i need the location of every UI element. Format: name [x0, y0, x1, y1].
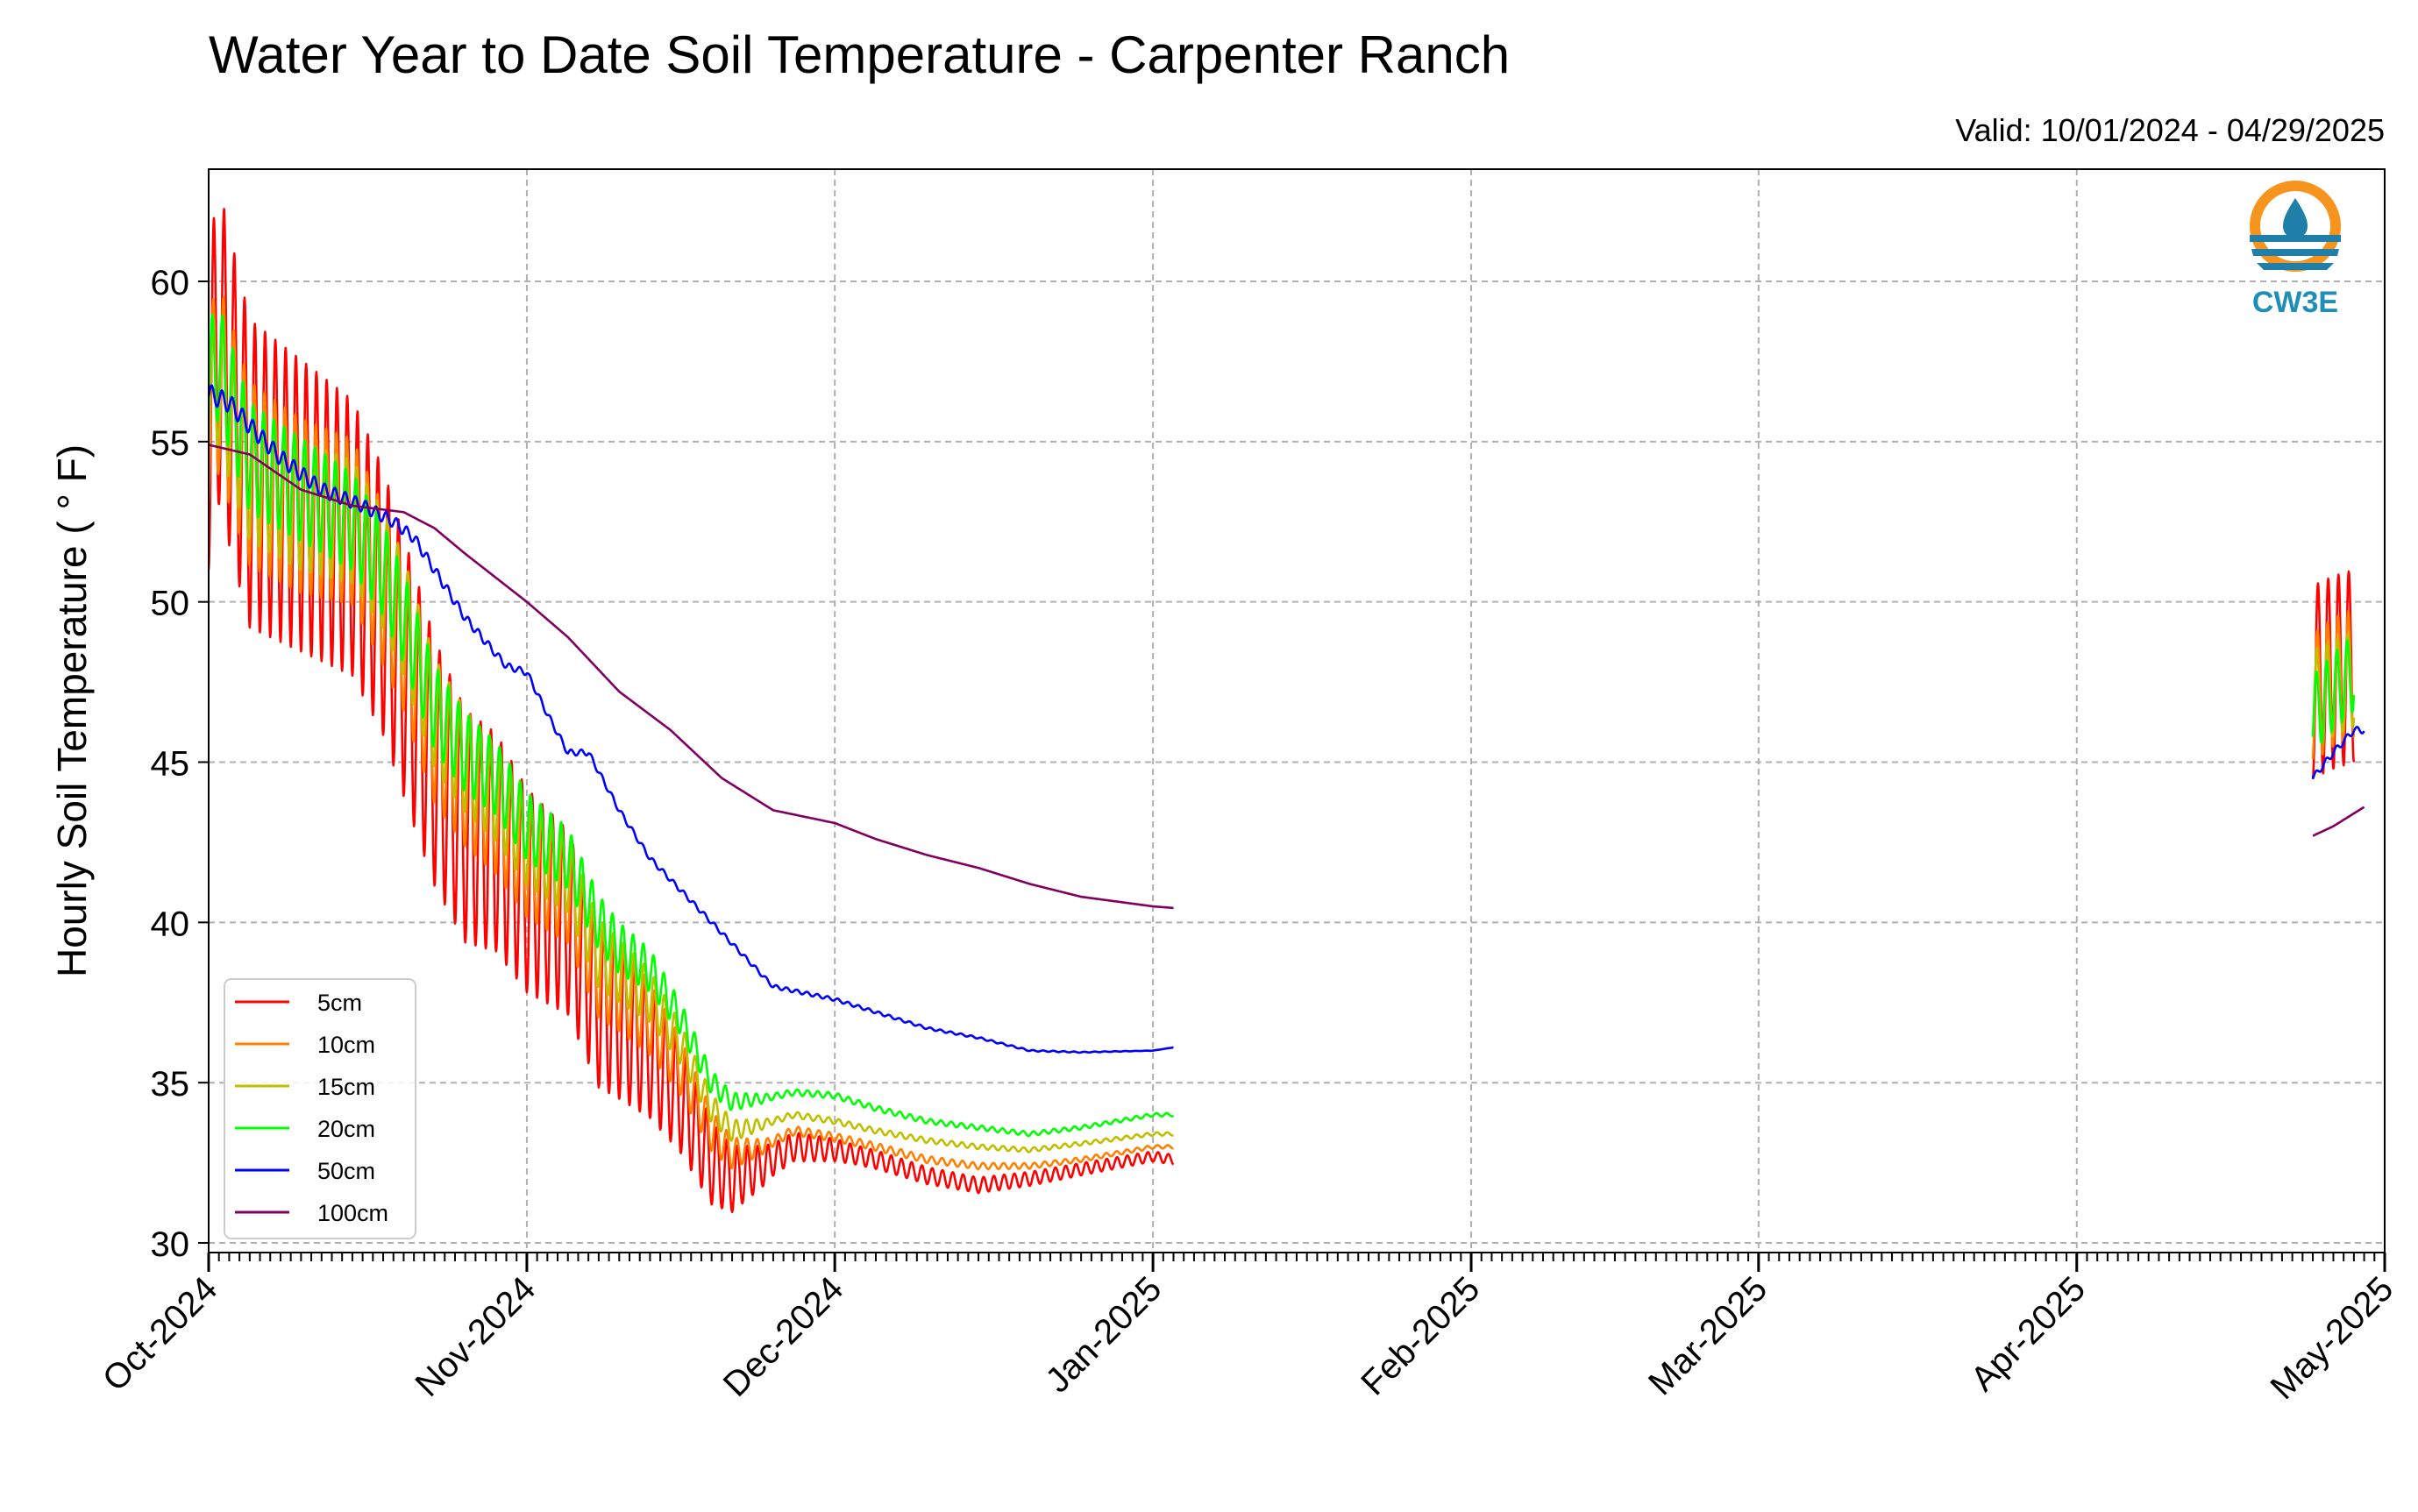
series-line-late-100cm [2312, 806, 2365, 837]
x-tick-label: Apr-2025 [1964, 1269, 2093, 1398]
x-tick-label: Jan-2025 [1038, 1269, 1169, 1400]
y-tick-label: 35 [151, 1065, 190, 1104]
y-tick-label: 50 [151, 585, 190, 623]
grid [208, 169, 2386, 1253]
y-tick-label: 45 [151, 745, 190, 784]
cw3e-logo: CW3E [2250, 181, 2341, 319]
water-drop-icon [2283, 198, 2308, 238]
chart-title: Water Year to Date Soil Temperature - Ca… [209, 25, 1510, 84]
series-lines [209, 208, 2365, 1213]
series-line-20cm [209, 313, 1175, 1138]
x-tick-label: May-2025 [2263, 1269, 2400, 1407]
plot-frame [208, 168, 2386, 1253]
series-line-late-20cm [2311, 639, 2356, 744]
x-tick-label: Mar-2025 [1641, 1269, 1774, 1402]
x-tick-label: Oct-2024 [96, 1269, 224, 1398]
y-axis-label: Hourly Soil Temperature ( ° F) [49, 444, 95, 977]
x-axis: Oct-2024 Nov-2024 Dec-2024 Jan-2025 Feb-2025… [96, 1253, 2400, 1407]
legend-label: 15cm [317, 1074, 375, 1100]
chart-subtitle: Valid: 10/01/2024 - 04/29/2025 [1955, 112, 2385, 148]
legend-label: 20cm [317, 1116, 375, 1142]
y-axis: 30 35 40 45 50 55 60 [151, 264, 209, 1264]
y-tick-label: 55 [151, 424, 190, 463]
logo-text: CW3E [2252, 286, 2338, 319]
x-tick-label: Nov-2024 [409, 1269, 544, 1404]
legend: 5cm 10cm 15cm 20cm 50cm 100cm [224, 978, 416, 1239]
legend-label: 100cm [317, 1200, 388, 1226]
legend-label: 50cm [317, 1158, 375, 1184]
legend-label: 10cm [317, 1032, 375, 1058]
series-line-late-50cm [2311, 726, 2365, 780]
x-tick-label: Dec-2024 [716, 1269, 851, 1404]
legend-label: 5cm [317, 990, 362, 1016]
series-line-100cm [209, 444, 1175, 910]
x-tick-label: Feb-2025 [1354, 1269, 1487, 1402]
series-line-50cm [209, 384, 1175, 1054]
y-tick-label: 40 [151, 905, 190, 943]
logo-waves [2250, 235, 2341, 270]
y-tick-label: 30 [151, 1225, 190, 1264]
y-tick-label: 60 [151, 264, 190, 302]
